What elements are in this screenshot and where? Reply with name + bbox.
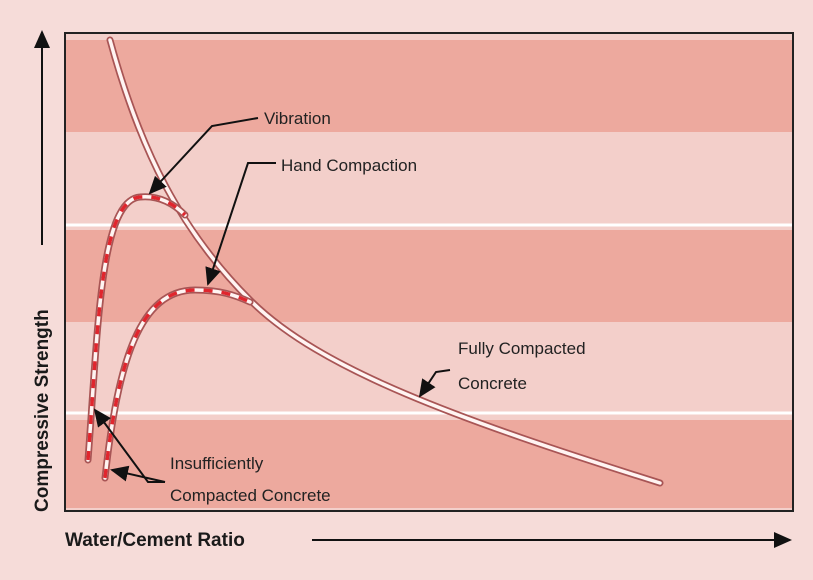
insufficient-label: Insufficiently: [170, 454, 264, 473]
fully-compacted-curve: [106, 36, 664, 487]
hand-compaction-pointer: [205, 162, 276, 286]
vibration-curve: [84, 193, 189, 464]
fully-compacted-label: Fully Compacted: [458, 339, 586, 358]
y-axis-label: Compressive Strength: [32, 309, 53, 512]
hand-compaction-label: Hand Compaction: [281, 156, 417, 175]
vibration-label: Vibration: [264, 109, 331, 128]
band: [66, 420, 792, 508]
hand-compaction-curve: [101, 286, 254, 482]
insufficient-label: Compacted Concrete: [170, 486, 331, 505]
fully-compacted-pointer: [418, 369, 451, 398]
band: [66, 40, 792, 132]
band: [66, 230, 792, 322]
insufficient-pointer: [93, 408, 165, 483]
vibration-pointer: [148, 117, 259, 195]
x-axis-label: Water/Cement Ratio: [65, 530, 245, 551]
fully-compacted-label: Concrete: [458, 374, 527, 393]
insufficient-pointer: [110, 465, 166, 483]
